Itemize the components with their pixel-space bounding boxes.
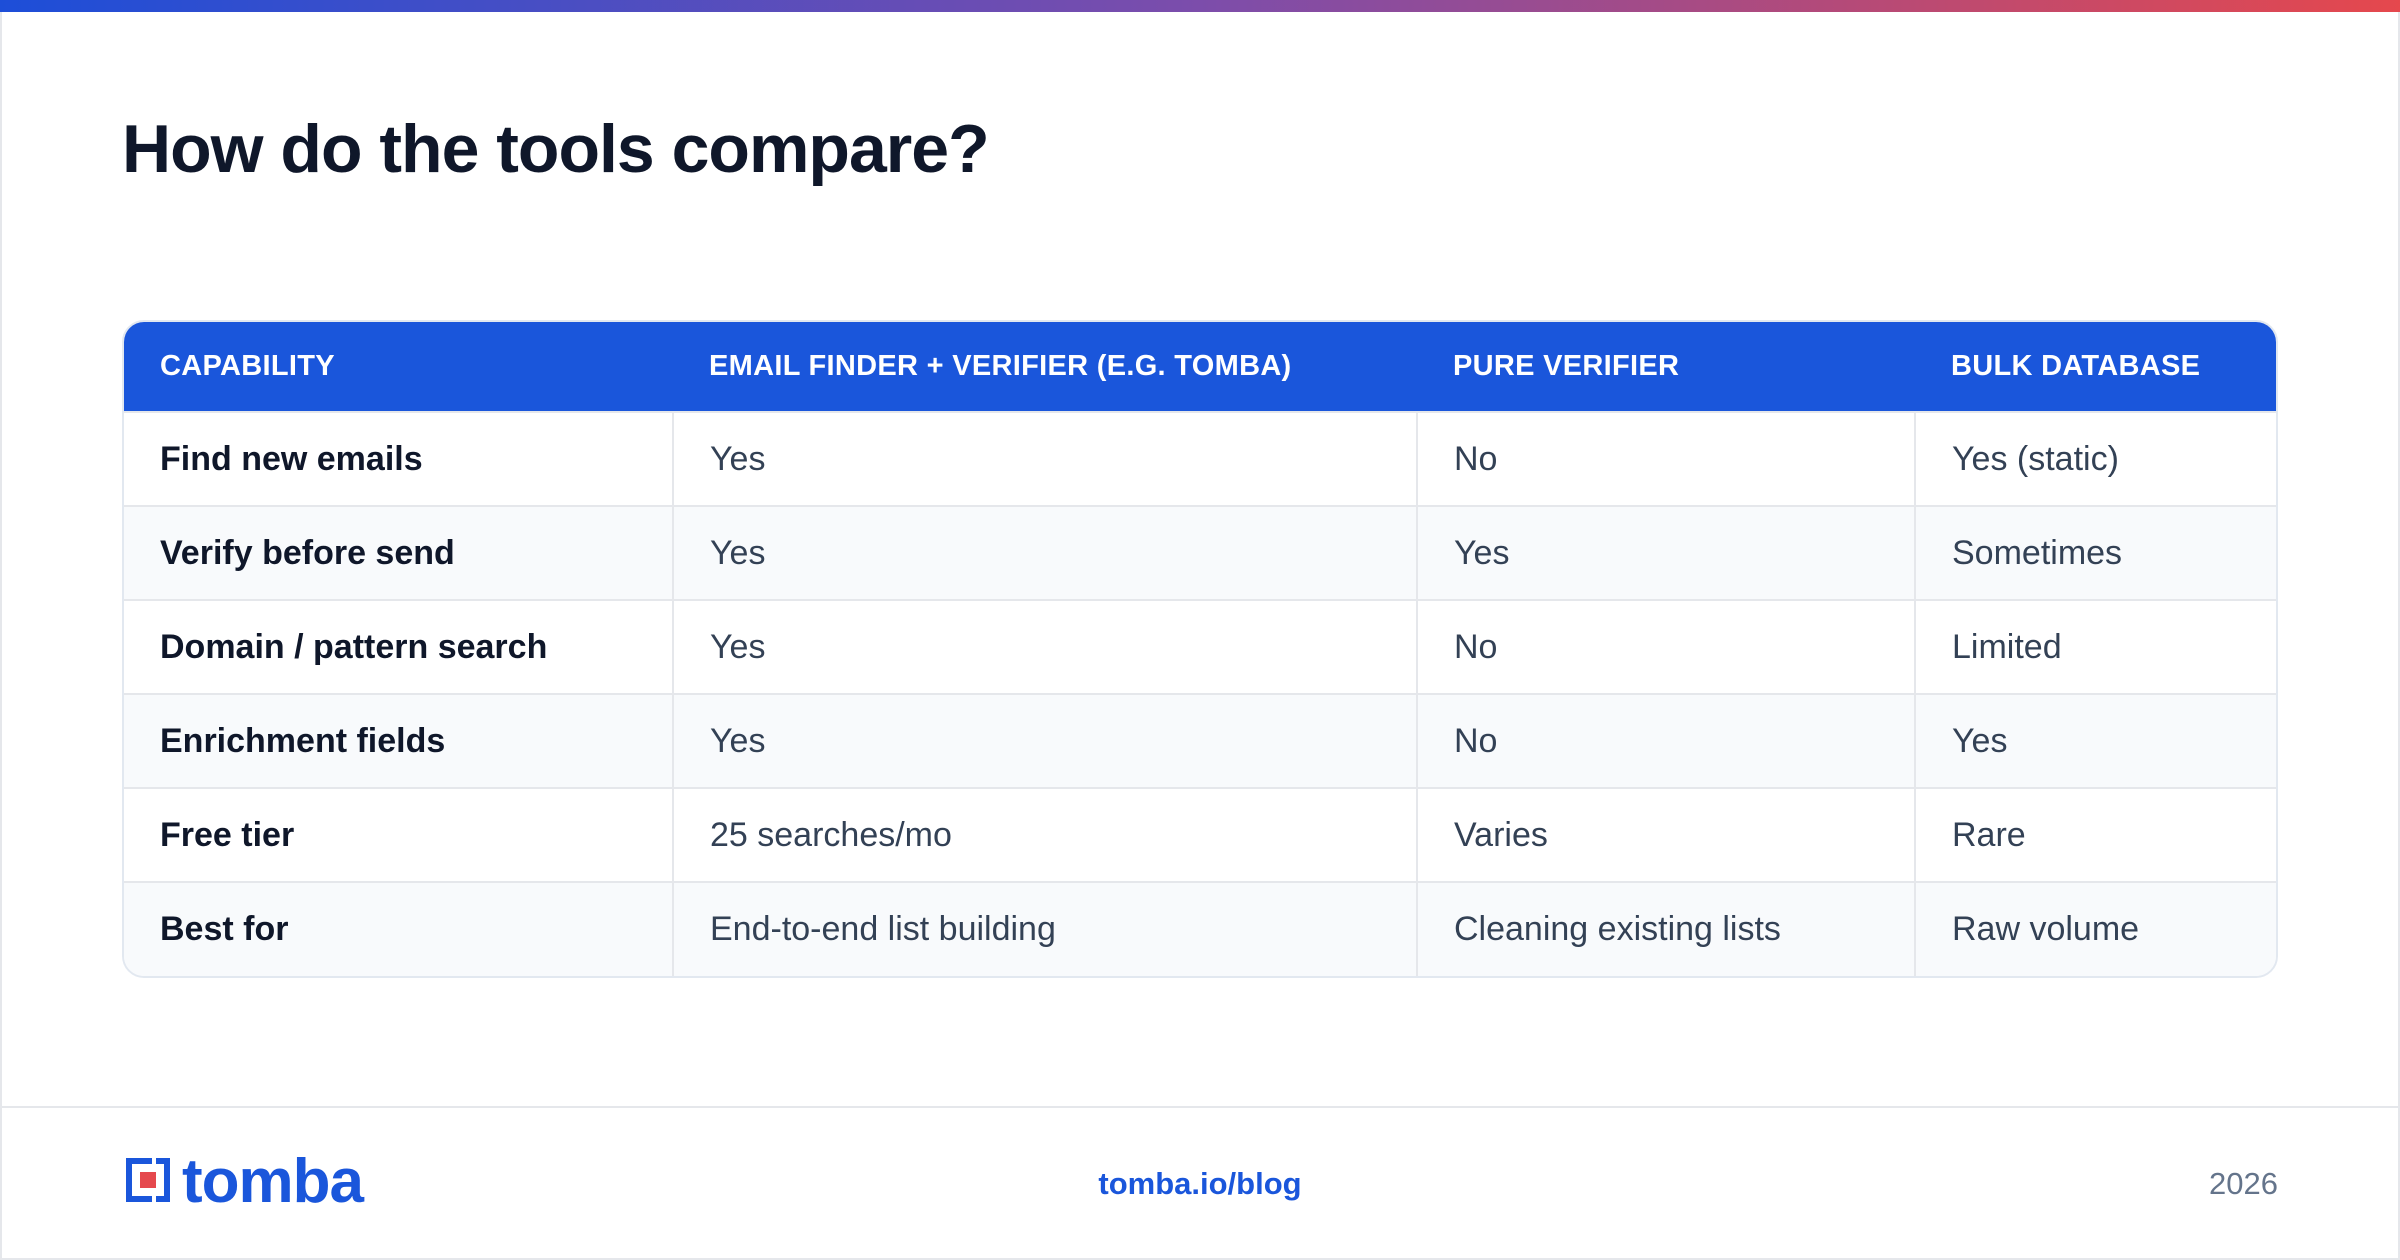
pure-verifier-cell: Varies [1416, 787, 1915, 882]
pure-verifier-cell: Cleaning existing lists [1416, 881, 1915, 976]
capability-cell: Free tier [124, 787, 673, 882]
capability-cell: Enrichment fields [124, 693, 673, 788]
comparison-table: CAPABILITY EMAIL FINDER + VERIFIER (E.G.… [122, 320, 2278, 978]
footer-divider [0, 1106, 2400, 1108]
header-pure-verifier: PURE VERIFIER [1417, 322, 1915, 412]
bulk-database-cell: Limited [1914, 599, 2276, 694]
finder-verifier-cell: Yes [672, 505, 1417, 600]
table-row: Enrichment fields Yes No Yes [124, 693, 2276, 788]
bulk-database-cell: Yes [1914, 693, 2276, 788]
table-header-row: CAPABILITY EMAIL FINDER + VERIFIER (E.G.… [124, 322, 2276, 412]
bulk-database-cell: Raw volume [1914, 881, 2276, 976]
table-row: Find new emails Yes No Yes (static) [124, 411, 2276, 506]
bulk-database-cell: Sometimes [1914, 505, 2276, 600]
pure-verifier-cell: Yes [1416, 505, 1915, 600]
header-email-finder-verifier: EMAIL FINDER + VERIFIER (E.G. TOMBA) [673, 322, 1417, 412]
capability-cell: Domain / pattern search [124, 599, 673, 694]
pure-verifier-cell: No [1416, 693, 1915, 788]
tomba-logo-text: tomba [182, 1147, 364, 1216]
finder-verifier-cell: Yes [672, 693, 1417, 788]
blog-link[interactable]: tomba.io/blog [1098, 1166, 1302, 1201]
table-row: Free tier 25 searches/mo Varies Rare [124, 787, 2276, 882]
pure-verifier-cell: No [1416, 599, 1915, 694]
bulk-database-cell: Rare [1914, 787, 2276, 882]
capability-cell: Best for [124, 881, 673, 976]
header-capability: CAPABILITY [124, 322, 673, 412]
finder-verifier-cell: Yes [672, 411, 1417, 506]
table-row: Best for End-to-end list building Cleani… [124, 881, 2276, 976]
capability-cell: Find new emails [124, 411, 673, 506]
tomba-logo-icon [122, 1154, 174, 1211]
pure-verifier-cell: No [1416, 411, 1915, 506]
tomba-logo[interactable]: tomba [122, 1147, 364, 1216]
table-row: Domain / pattern search Yes No Limited [124, 599, 2276, 694]
finder-verifier-cell: 25 searches/mo [672, 787, 1417, 882]
footer-year: 2026 [2209, 1166, 2278, 1201]
page-title: How do the tools compare? [122, 111, 990, 187]
capability-cell: Verify before send [124, 505, 673, 600]
header-bulk-database: BULK DATABASE [1915, 322, 2276, 412]
table-row: Verify before send Yes Yes Sometimes [124, 505, 2276, 600]
bulk-database-cell: Yes (static) [1914, 411, 2276, 506]
finder-verifier-cell: End-to-end list building [672, 881, 1417, 976]
finder-verifier-cell: Yes [672, 599, 1417, 694]
top-accent-bar [0, 0, 2400, 12]
